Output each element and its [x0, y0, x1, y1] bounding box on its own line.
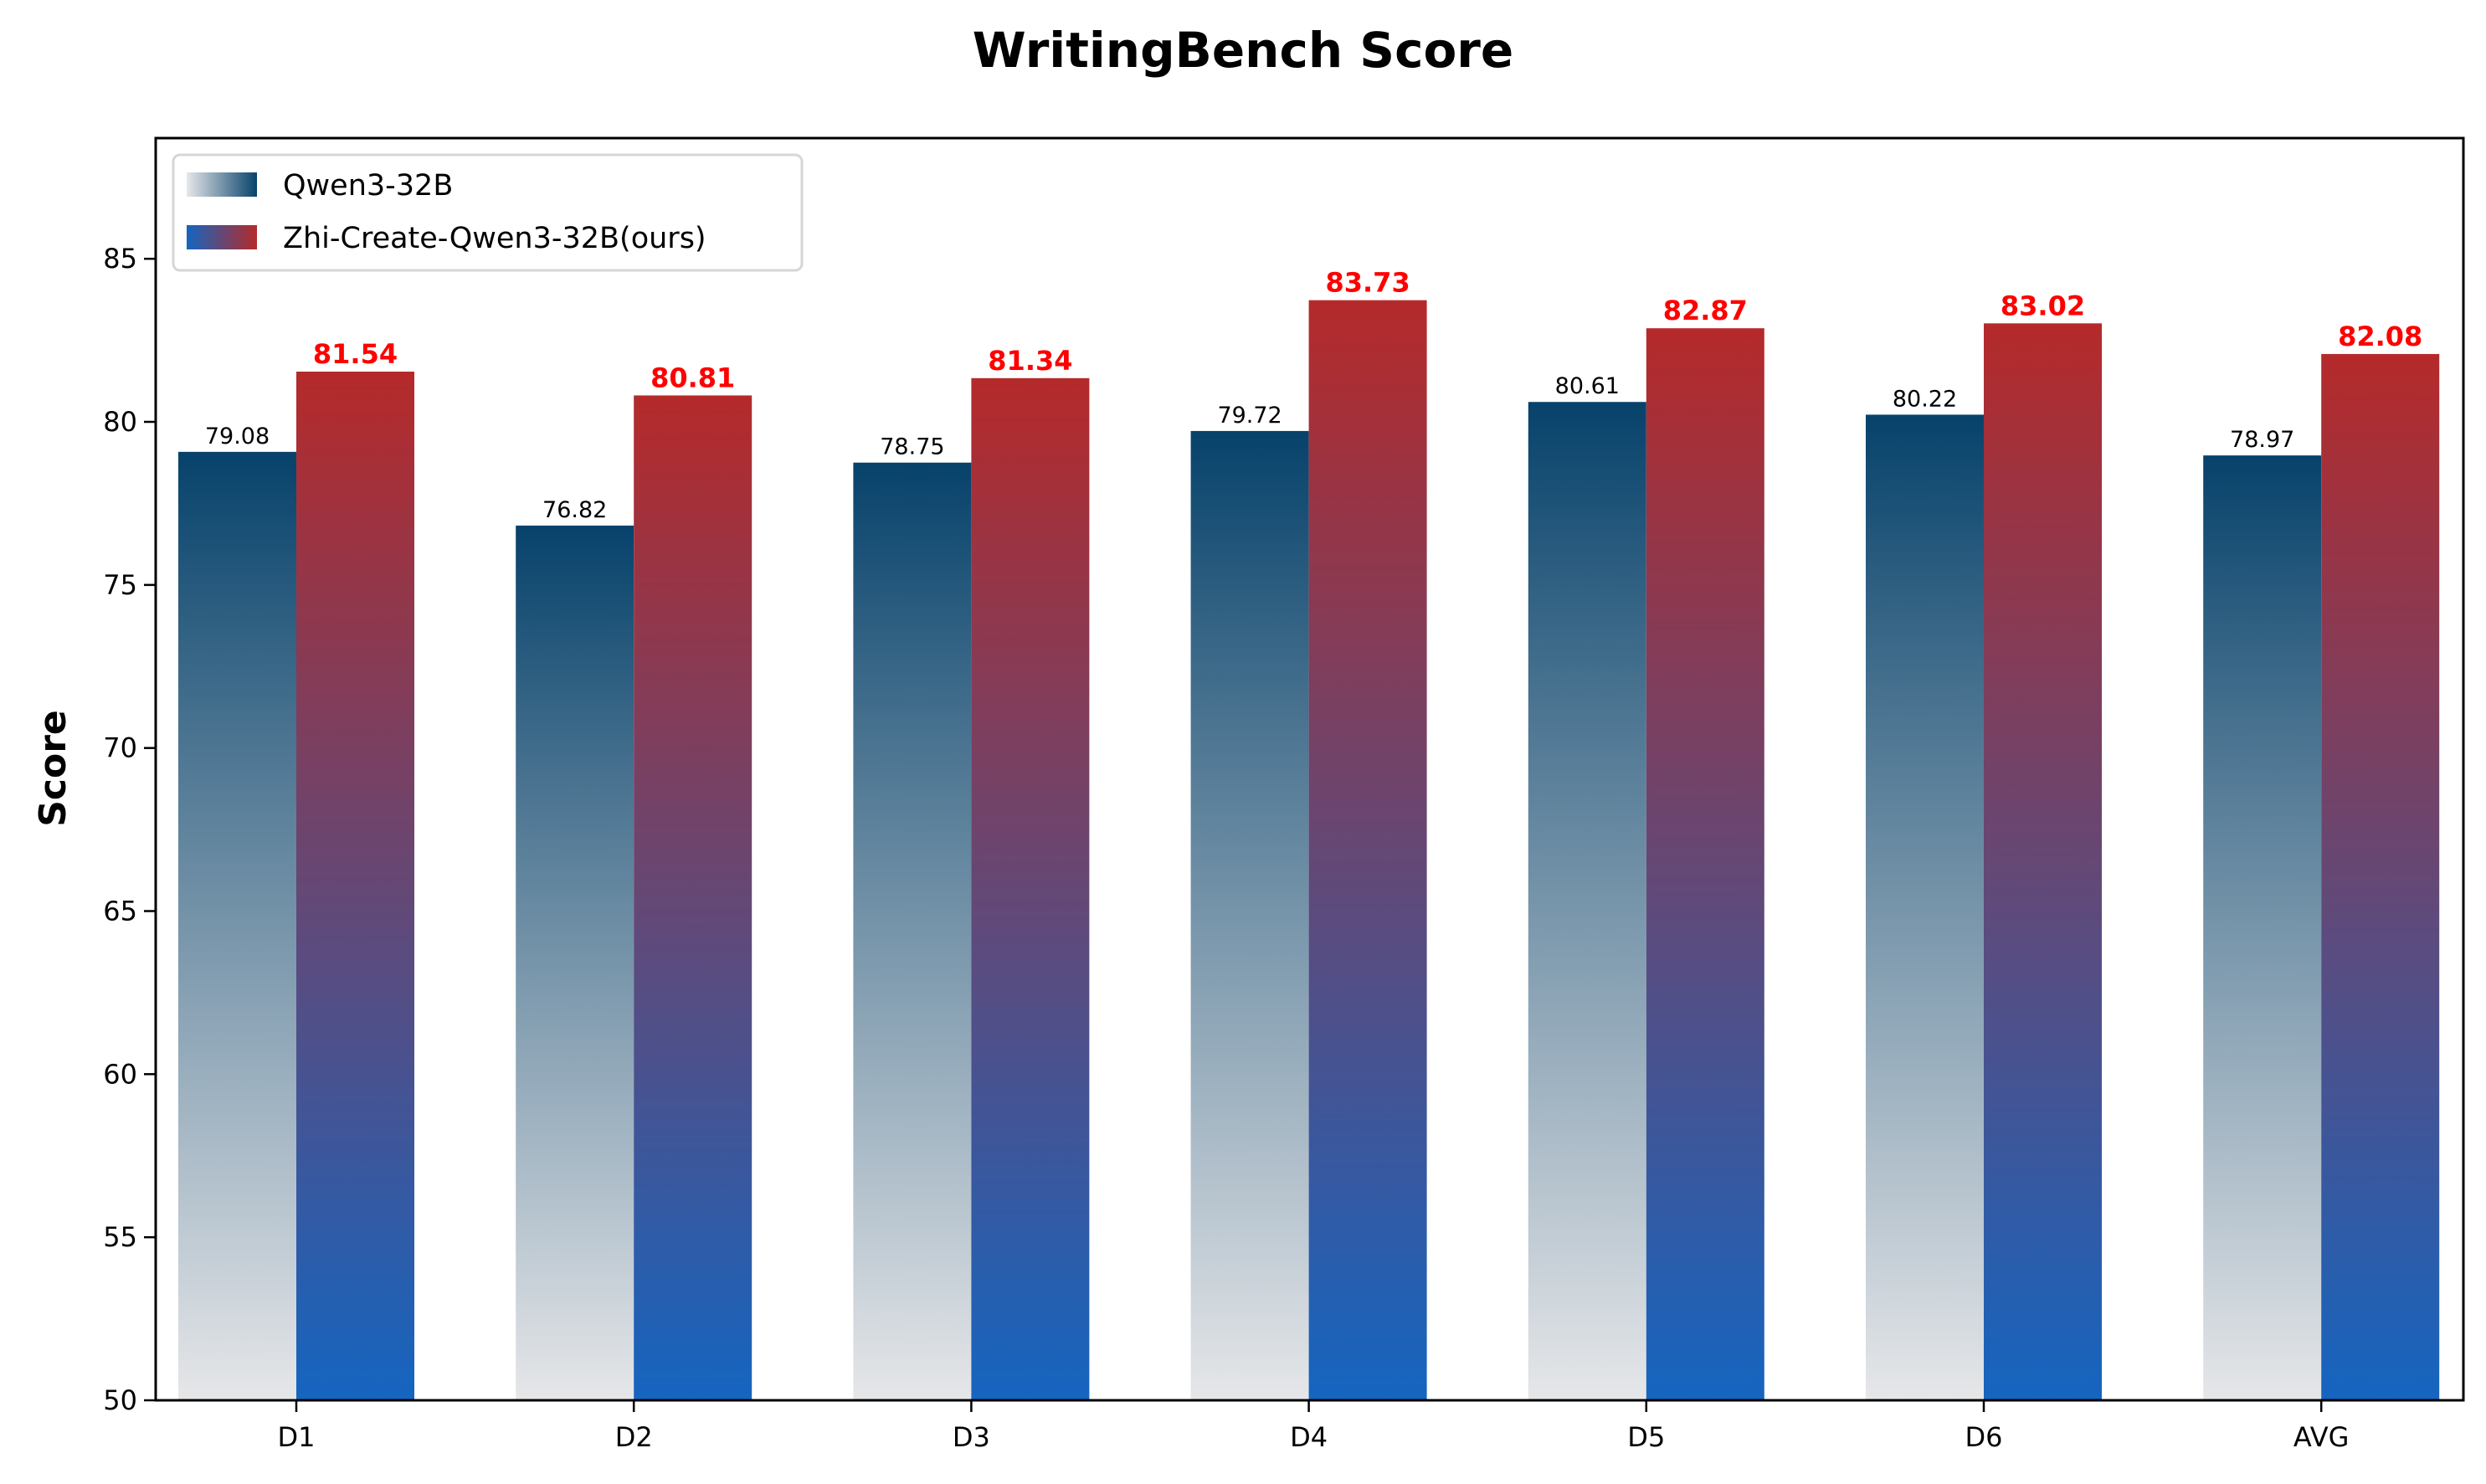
- legend-label: Zhi-Create-Qwen3-32B(ours): [283, 222, 706, 255]
- bar-qwen3-32b-d3: [853, 462, 972, 1400]
- y-axis-label: Score: [32, 710, 74, 827]
- value-label: 82.08: [2338, 321, 2422, 352]
- value-label: 80.81: [650, 362, 735, 393]
- value-label: 78.97: [2230, 427, 2294, 453]
- value-label: 82.87: [1663, 295, 1748, 326]
- value-label: 81.34: [988, 345, 1072, 377]
- y-tick-label: 60: [103, 1058, 137, 1090]
- bar-zhi-create-avg: [2321, 353, 2440, 1400]
- bar-qwen3-32b-d4: [1190, 430, 1309, 1400]
- bar-qwen3-32b-d2: [516, 525, 634, 1401]
- bars-group: [178, 300, 2440, 1401]
- bar-zhi-create-d1: [296, 371, 414, 1400]
- bar-zhi-create-d4: [1308, 300, 1427, 1400]
- bar-zhi-create-d5: [1646, 328, 1764, 1400]
- axes-group: 50 55 60 65 70 75 80 85 D1 D2 D3 D4 D5 D6 AVG: [103, 136, 2465, 1453]
- x-tick-label: AVG: [2293, 1421, 2350, 1453]
- y-tick-label: 70: [103, 732, 137, 764]
- value-labels-group: 79.08 81.54 76.82 80.81 78.75 81.34 79.72 83.73…: [205, 267, 2422, 523]
- value-label: 80.61: [1555, 373, 1620, 399]
- value-label: 83.73: [1325, 267, 1410, 299]
- legend-swatch: [187, 225, 257, 249]
- x-tick-label: D2: [615, 1421, 653, 1453]
- x-tick-label: D6: [1965, 1421, 2003, 1453]
- value-label: 80.22: [1893, 386, 1957, 412]
- y-tick-label: 50: [103, 1384, 137, 1416]
- bar-qwen3-32b-avg: [2203, 455, 2322, 1401]
- value-label: 81.54: [313, 338, 398, 370]
- x-tick-label: D1: [278, 1421, 316, 1453]
- bar-zhi-create-d3: [971, 377, 1090, 1401]
- y-tick-label: 75: [103, 569, 137, 601]
- bar-zhi-create-d2: [634, 395, 752, 1400]
- value-label: 83.02: [2001, 290, 2085, 321]
- legend: Qwen3-32B Zhi-Create-Qwen3-32B(ours): [172, 153, 804, 272]
- legend-box: [172, 153, 804, 272]
- y-tick-label: 55: [103, 1221, 137, 1253]
- bar-qwen3-32b-d5: [1528, 402, 1646, 1400]
- value-label: 79.72: [1217, 403, 1282, 429]
- y-tick-label: 80: [103, 406, 137, 438]
- x-tick-label: D3: [953, 1421, 990, 1453]
- value-label: 78.75: [880, 434, 944, 460]
- value-label: 76.82: [542, 497, 607, 523]
- y-tick-label: 65: [103, 896, 137, 927]
- x-tick-label: D5: [1627, 1421, 1665, 1453]
- y-tick-label: 85: [103, 243, 137, 275]
- bar-qwen3-32b-d6: [1866, 414, 1984, 1400]
- bar-qwen3-32b-d1: [178, 451, 296, 1400]
- legend-label: Qwen3-32B: [283, 169, 453, 203]
- chart-title: WritingBench Score: [973, 22, 1514, 79]
- legend-swatch: [187, 172, 257, 197]
- bar-zhi-create-d6: [1984, 323, 2102, 1400]
- x-tick-label: D4: [1290, 1421, 1328, 1453]
- value-label: 79.08: [205, 424, 270, 449]
